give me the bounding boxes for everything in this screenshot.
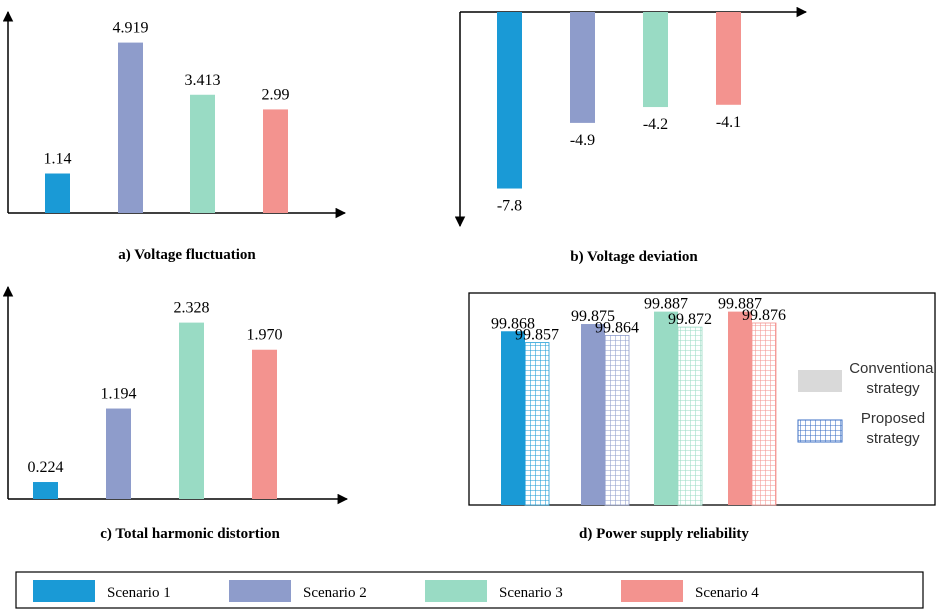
legend-swatch-conventional — [798, 370, 842, 392]
bar-a-scenario-2 — [118, 42, 143, 214]
bar-a-scenario-1 — [45, 173, 70, 213]
label-d-proposed-scenario-2: 99.864 — [595, 319, 639, 336]
label-a-scenario-1: 1.14 — [44, 151, 72, 168]
bar-b-scenario-4 — [716, 12, 741, 105]
bar-d-proposed-scenario-3 — [677, 326, 703, 506]
bar-a-scenario-3 — [190, 94, 215, 213]
legend-label-conventional-line1: Conventional — [849, 360, 937, 377]
bar-c-scenario-3 — [179, 322, 204, 499]
label-d-conventional-scenario-4: 99.887 — [718, 296, 762, 313]
label-a-scenario-3: 3.413 — [185, 72, 221, 89]
label-c-scenario-3: 2.328 — [174, 300, 210, 317]
label-c-scenario-1: 0.224 — [28, 459, 64, 476]
bar-b-scenario-2 — [570, 12, 595, 123]
panel-a-title: a) Voltage fluctuation — [118, 247, 256, 263]
panel-d-title: d) Power supply reliability — [579, 526, 749, 542]
label-b-scenario-4: -4.1 — [716, 114, 741, 131]
panel-c: 0.224 1.194 2.328 1.970 c) Total harmonic d… — [2, 285, 349, 542]
bar-d-conventional-scenario-3 — [654, 311, 678, 505]
label-d-conventional-scenario-1: 99.868 — [491, 315, 535, 332]
scenario-legend: Scenario 1 Scenario 2 Scenario 3 Scenari… — [15, 571, 924, 609]
panel-d-legend: Conventional strategy Proposed strategy — [797, 360, 937, 447]
legend-label-conventional-line2: strategy — [866, 380, 920, 397]
label-b-scenario-2: -4.9 — [570, 132, 595, 149]
bar-d-conventional-scenario-4 — [728, 311, 752, 505]
bar-a-scenario-4 — [263, 109, 288, 213]
legend-swatch-scenario-1 — [33, 580, 95, 602]
bar-d-proposed-scenario-2 — [604, 334, 630, 506]
bar-c-scenario-1 — [33, 482, 58, 499]
bar-b-scenario-1 — [497, 12, 522, 189]
legend-swatch-proposed — [797, 419, 843, 443]
legend-label-scenario-2: Scenario 2 — [303, 585, 367, 601]
panel-b-title: b) Voltage deviation — [570, 249, 698, 265]
label-d-conventional-scenario-3: 99.887 — [644, 296, 688, 313]
scenario-legend-frame — [15, 571, 924, 609]
panel-d: 99.868 99.875 99.887 99.887 99.857 99.864 99.8… — [468, 292, 937, 542]
label-b-scenario-3: -4.2 — [643, 116, 668, 133]
bar-c-scenario-4 — [252, 349, 277, 499]
label-c-scenario-4: 1.970 — [247, 327, 283, 344]
legend-swatch-scenario-4 — [621, 580, 683, 602]
legend-swatch-scenario-3 — [425, 580, 487, 602]
panel-b: -7.8 -4.9 -4.2 -4.1 b) Voltage deviation — [454, 6, 808, 265]
legend-label-proposed-line2: strategy — [866, 430, 920, 447]
panel-c-title: c) Total harmonic distortion — [100, 526, 280, 542]
legend-label-scenario-1: Scenario 1 — [107, 585, 171, 601]
label-a-scenario-4: 2.99 — [262, 86, 290, 103]
bar-b-scenario-3 — [643, 12, 668, 108]
label-a-scenario-2: 4.919 — [113, 20, 149, 37]
label-d-conventional-scenario-2: 99.875 — [571, 308, 615, 325]
legend-label-scenario-4: Scenario 4 — [695, 585, 759, 601]
label-d-proposed-scenario-3: 99.872 — [668, 311, 712, 328]
label-c-scenario-2: 1.194 — [101, 386, 137, 403]
legend-label-scenario-3: Scenario 3 — [499, 585, 563, 601]
bar-d-conventional-scenario-1 — [501, 331, 525, 505]
bar-d-proposed-scenario-1 — [524, 342, 550, 506]
bar-c-scenario-2 — [106, 408, 131, 499]
legend-label-proposed-line1: Proposed — [861, 410, 925, 427]
label-b-scenario-1: -7.8 — [497, 198, 522, 215]
panel-a: 1.14 4.919 3.413 2.99 a) Voltage fluctuatio… — [2, 10, 347, 263]
label-d-proposed-scenario-4: 99.876 — [742, 307, 786, 324]
legend-swatch-scenario-2 — [229, 580, 291, 602]
bar-d-conventional-scenario-2 — [581, 324, 605, 505]
label-d-proposed-scenario-1: 99.857 — [515, 327, 559, 344]
bar-d-proposed-scenario-4 — [751, 322, 777, 506]
